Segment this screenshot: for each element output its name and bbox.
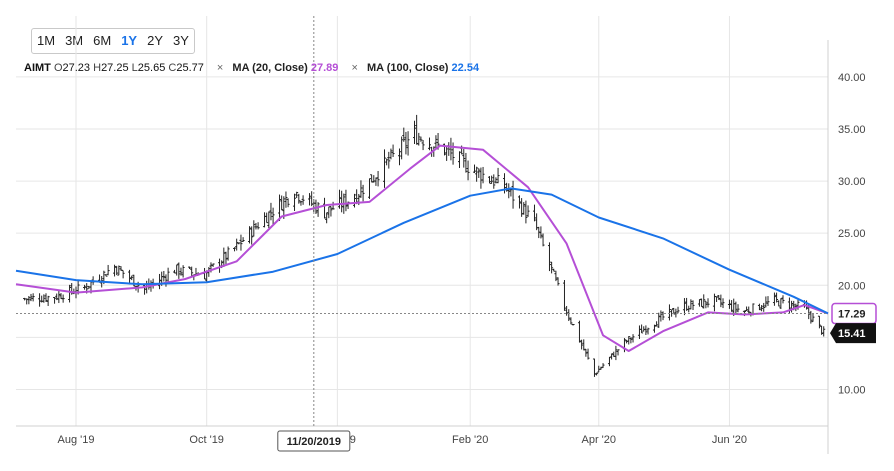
crosshair-date-badge [277, 430, 351, 452]
x-tick-label: Feb '20 [452, 434, 488, 446]
y-tick-label: 20.00 [838, 280, 866, 292]
range-button-1m[interactable]: 1M [37, 33, 56, 48]
remove-ma100-icon[interactable]: × [351, 62, 358, 74]
range-selector: 1M 3M 6M 1Y 2Y 3Y [31, 28, 195, 54]
legend-high-label: H [93, 62, 102, 74]
range-button-2y[interactable]: 2Y [147, 33, 163, 48]
legend-close-label: C [168, 62, 177, 74]
legend-ma20-value: 27.89 [310, 62, 339, 74]
legend-low-value: 25.65 [137, 62, 166, 74]
y-tick-label: 35.00 [838, 124, 866, 136]
range-button-3m[interactable]: 3M [65, 33, 84, 48]
legend-close-value: 25.77 [176, 62, 204, 74]
ma100-line [15, 187, 829, 315]
y-tick-label: 40.00 [838, 72, 866, 84]
y-tick-label: 30.00 [838, 176, 866, 188]
range-button-1y[interactable]: 1Y [121, 33, 138, 48]
y-tick-label: 25.00 [838, 228, 866, 240]
x-tick-label: Oct '19 [189, 434, 224, 446]
x-tick-label: Apr '20 [581, 434, 616, 446]
last-price-label: 15.41 [838, 328, 866, 340]
last-price-badge [830, 323, 876, 344]
crosshair-date-label: 11/20/2019 [287, 436, 341, 448]
x-tick-label: Aug '19 [58, 434, 95, 446]
legend-open-label: O [53, 62, 63, 74]
crosshair-price-label: 17.29 [838, 309, 866, 321]
remove-ma20-icon[interactable]: × [216, 62, 224, 74]
legend-low-label: L [131, 62, 138, 74]
range-button-6m[interactable]: 6M [93, 33, 112, 48]
legend-high-value: 27.25 [101, 62, 129, 74]
legend-ma100-value: 22.54 [451, 62, 480, 74]
x-tick-label: Jun '20 [712, 434, 747, 446]
ma20-line [15, 144, 829, 352]
legend-symbol: AIMT [24, 62, 51, 74]
legend-ma100-label: MA (100, Close) [366, 62, 449, 74]
range-button-3y[interactable]: 3Y [173, 33, 189, 48]
legend-open-value: 27.23 [62, 62, 91, 74]
chart-legend: AIMT O27.23 H27.25 L25.65 C25.77 × MA (2… [24, 62, 479, 74]
legend-ma20-label: MA (20, Close) [232, 62, 308, 74]
y-tick-label: 10.00 [838, 385, 866, 397]
